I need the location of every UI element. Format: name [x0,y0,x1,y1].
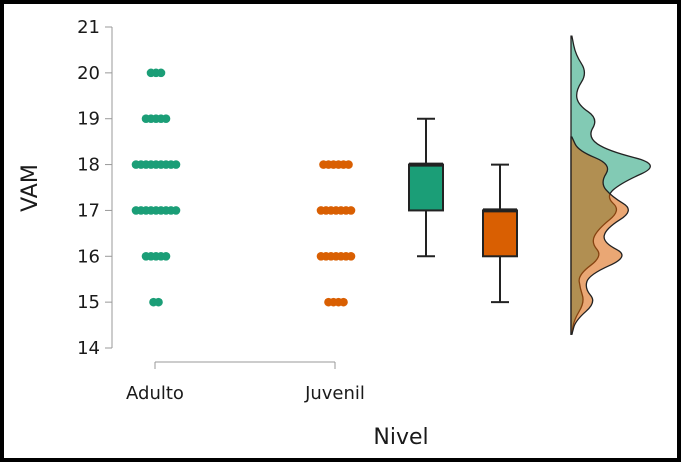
y-tick-label: 16 [77,246,100,267]
y-tick-label: 19 [77,109,100,130]
box-juvenil [482,209,518,258]
data-point [346,206,356,215]
density-layer [570,35,651,335]
y-axis-title: VAM [18,164,43,212]
y-axis: 14 15 16 17 18 19 20 21 [77,17,113,359]
boxplot-layer [408,117,518,304]
data-point [344,160,353,169]
data-point [161,114,171,124]
data-point [339,297,348,307]
y-tick-label: 17 [77,200,100,221]
y-tick-label: 18 [77,155,100,176]
x-axis-title: Nivel [373,425,428,450]
y-tick-label: 15 [77,292,100,313]
data-point [346,251,356,261]
points-layer [131,68,356,307]
y-tick-label: 14 [77,338,100,359]
data-point [154,297,163,307]
data-point [156,68,166,78]
box-adulto [408,163,444,212]
y-tick-label: 20 [77,63,100,84]
data-point [171,160,181,169]
x-axis: Adulto Juvenil [126,361,365,404]
data-point [161,251,171,261]
data-point [171,206,181,215]
x-tick-label: Adulto [126,383,184,404]
y-tick-label: 21 [77,17,100,38]
x-tick-label: Juvenil [304,383,365,404]
density-juvenil [570,136,629,335]
